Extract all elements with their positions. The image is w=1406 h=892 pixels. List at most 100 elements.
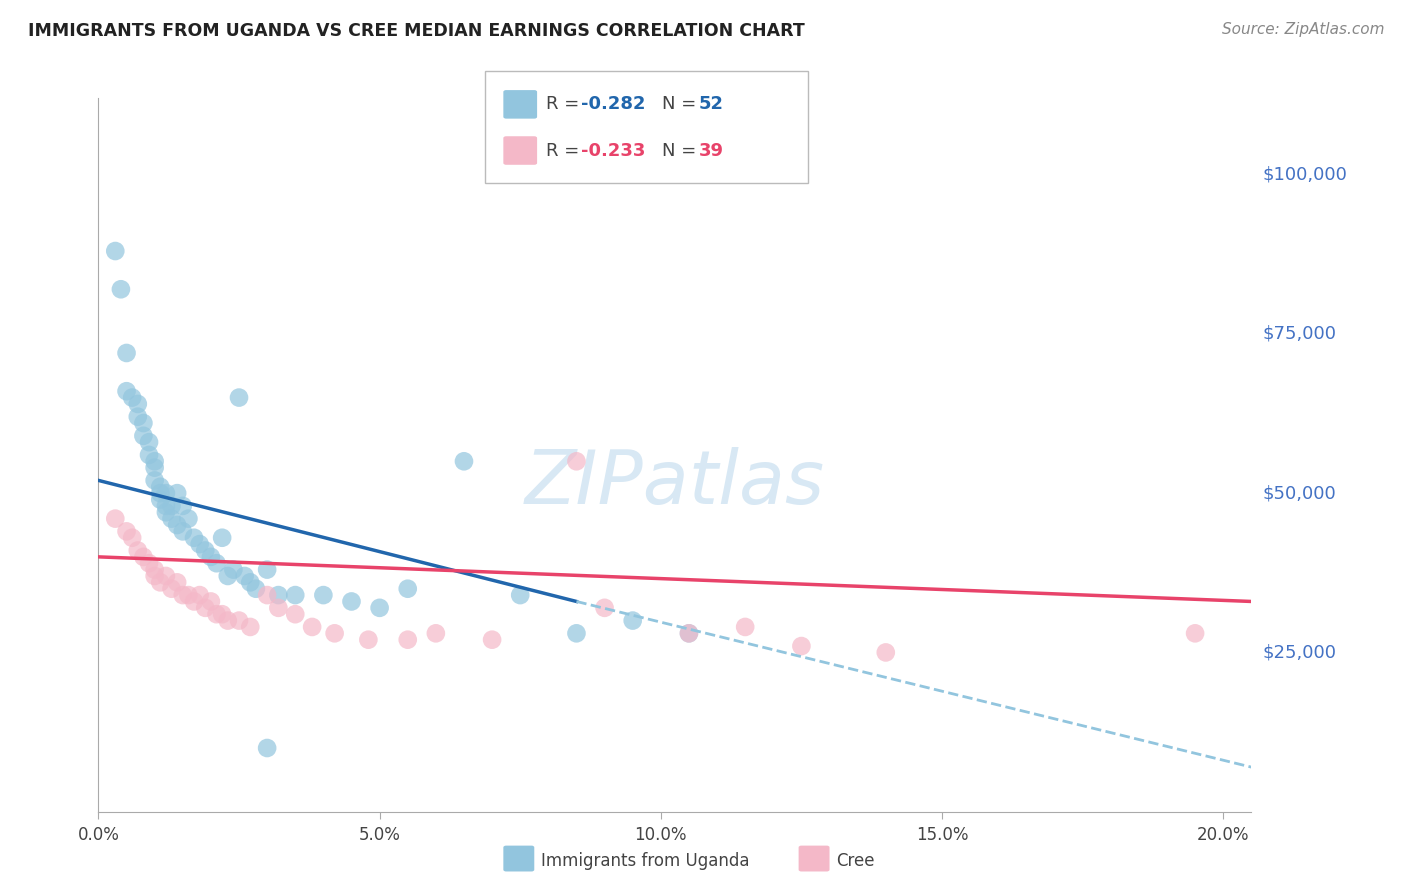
Point <box>121 391 143 405</box>
Point <box>233 569 256 583</box>
Point <box>593 600 616 615</box>
Text: Source: ZipAtlas.com: Source: ZipAtlas.com <box>1222 22 1385 37</box>
Point <box>149 480 172 494</box>
Point <box>155 486 177 500</box>
Text: N =: N = <box>662 95 702 113</box>
Point <box>301 620 323 634</box>
Text: -0.233: -0.233 <box>581 142 645 160</box>
Point <box>256 588 278 602</box>
Point <box>217 614 239 628</box>
Text: 39: 39 <box>699 142 724 160</box>
Text: $75,000: $75,000 <box>1263 325 1337 343</box>
Text: R =: R = <box>546 95 585 113</box>
Point <box>183 594 205 608</box>
Point <box>155 505 177 519</box>
Point <box>194 543 217 558</box>
Point <box>565 626 588 640</box>
Point <box>143 474 166 488</box>
Point <box>228 614 250 628</box>
Point <box>1184 626 1206 640</box>
Point <box>200 549 222 564</box>
Point <box>256 563 278 577</box>
Point <box>368 600 391 615</box>
Point <box>138 435 160 450</box>
Point <box>481 632 503 647</box>
Point <box>143 569 166 583</box>
Point <box>138 448 160 462</box>
Point <box>115 384 138 399</box>
Point <box>115 346 138 360</box>
Point <box>188 537 211 551</box>
Point <box>172 524 194 539</box>
Point <box>172 588 194 602</box>
Text: Cree: Cree <box>837 852 875 870</box>
Point <box>160 511 183 525</box>
Point <box>239 620 262 634</box>
Point <box>790 639 813 653</box>
Point <box>200 594 222 608</box>
Point <box>396 632 419 647</box>
Point <box>228 391 250 405</box>
Point <box>143 563 166 577</box>
Point <box>132 429 155 443</box>
Text: N =: N = <box>662 142 702 160</box>
Point <box>396 582 419 596</box>
Point <box>205 607 228 622</box>
Point <box>222 563 245 577</box>
Point <box>211 607 233 622</box>
Point <box>149 486 172 500</box>
Point <box>138 556 160 570</box>
Point <box>143 460 166 475</box>
Point <box>160 582 183 596</box>
Point <box>267 588 290 602</box>
Point <box>177 511 200 525</box>
Point <box>323 626 346 640</box>
Point <box>875 645 897 659</box>
Point <box>312 588 335 602</box>
Point <box>155 569 177 583</box>
Point <box>160 499 183 513</box>
Point <box>211 531 233 545</box>
Point <box>357 632 380 647</box>
Point <box>194 600 217 615</box>
Point <box>110 282 132 296</box>
Point <box>188 588 211 602</box>
Point <box>132 416 155 430</box>
Point <box>149 492 172 507</box>
Point <box>217 569 239 583</box>
Point <box>425 626 447 640</box>
Point <box>267 600 290 615</box>
Point <box>127 397 149 411</box>
Point <box>284 588 307 602</box>
Text: 52: 52 <box>699 95 724 113</box>
Point <box>239 575 262 590</box>
Point <box>132 549 155 564</box>
Text: $50,000: $50,000 <box>1263 484 1336 502</box>
Point <box>509 588 531 602</box>
Point <box>453 454 475 468</box>
Point <box>166 518 188 533</box>
Point <box>166 486 188 500</box>
Point <box>565 454 588 468</box>
Point <box>340 594 363 608</box>
Text: Immigrants from Uganda: Immigrants from Uganda <box>541 852 749 870</box>
Point <box>183 531 205 545</box>
Text: $25,000: $25,000 <box>1263 643 1337 662</box>
Text: ZIPatlas: ZIPatlas <box>524 448 825 519</box>
Point <box>678 626 700 640</box>
Text: IMMIGRANTS FROM UGANDA VS CREE MEDIAN EARNINGS CORRELATION CHART: IMMIGRANTS FROM UGANDA VS CREE MEDIAN EA… <box>28 22 804 40</box>
Point <box>245 582 267 596</box>
Point <box>734 620 756 634</box>
Point <box>256 741 278 756</box>
Text: $100,000: $100,000 <box>1263 166 1347 184</box>
Point <box>149 575 172 590</box>
Point <box>172 499 194 513</box>
Point <box>678 626 700 640</box>
Point <box>104 244 127 258</box>
Point <box>155 499 177 513</box>
Point <box>104 511 127 525</box>
Point <box>621 614 644 628</box>
Point <box>127 543 149 558</box>
Point <box>284 607 307 622</box>
Point <box>143 454 166 468</box>
